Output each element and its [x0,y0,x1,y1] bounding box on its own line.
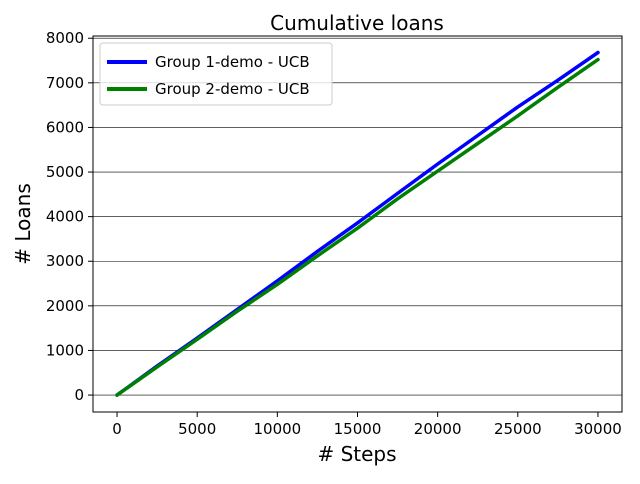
series-lines [115,50,600,397]
y-tick-label: 6000 [46,118,84,136]
y-tick-label: 1000 [46,341,84,359]
y-tick-label: 0 [74,386,84,404]
x-tick-label: 20000 [414,420,462,438]
y-tick-label: 3000 [46,252,84,270]
x-tick-label: 25000 [494,420,542,438]
x-tick-label: 5000 [178,420,216,438]
y-tick-label: 4000 [46,208,84,226]
y-ticks: 0 1000 2000 3000 4000 5000 6000 7000 8000 [46,29,93,404]
x-ticks: 0 5000 10000 15000 20000 25000 30000 [112,412,622,438]
x-tick-label: 15000 [334,420,382,438]
x-tick-label: 10000 [253,420,301,438]
y-tick-label: 8000 [46,29,84,47]
x-tick-label: 30000 [574,420,622,438]
x-tick-label: 0 [112,420,122,438]
legend: Group 1-demo - UCB Group 2-demo - UCB [99,42,333,106]
series-line-group-2 [115,57,600,397]
y-axis-label: # Loans [11,183,35,265]
legend-box [99,42,333,106]
y-tick-label: 7000 [46,74,84,92]
legend-label-group-1: Group 1-demo - UCB [155,53,310,71]
y-tick-label: 2000 [46,297,84,315]
y-tick-label: 5000 [46,163,84,181]
chart-title: Cumulative loans [270,11,444,35]
x-axis-label: # Steps [317,442,396,466]
legend-label-group-2: Group 2-demo - UCB [155,80,310,98]
